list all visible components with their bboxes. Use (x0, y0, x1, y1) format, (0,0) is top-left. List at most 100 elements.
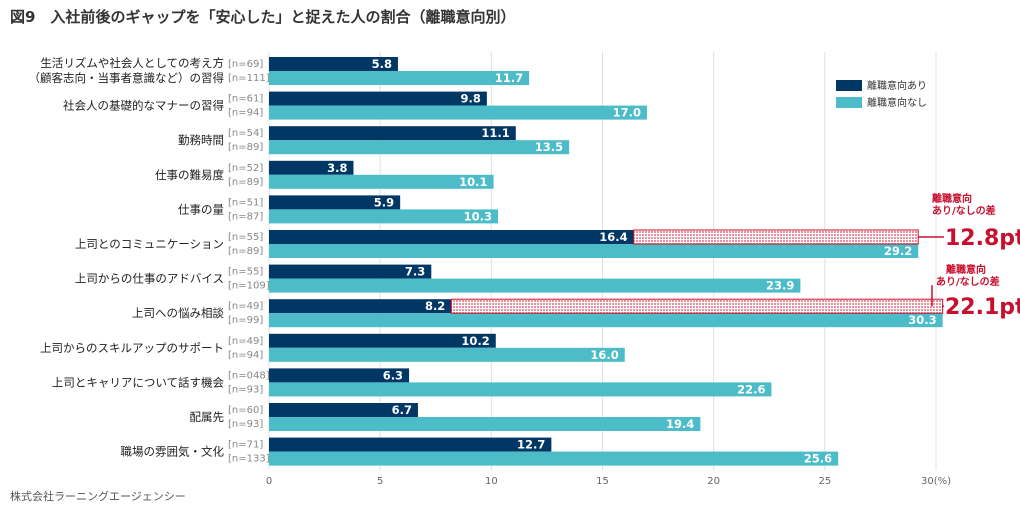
bar-value-label: 23.9 (766, 279, 794, 293)
legend-swatch-with-intent (836, 80, 862, 91)
bar-value-label: 9.8 (461, 92, 481, 106)
x-axis-ticks: 0 5 10 15 20 25 30(%) (266, 476, 951, 487)
gridlines (268, 52, 937, 470)
bar-with-intent (269, 160, 354, 175)
sample-size-label: [n=99] (228, 315, 263, 326)
category-label: 上司とキャリアについて話す機会 (52, 375, 225, 389)
annotation-caption: あり/なしの差 (932, 204, 996, 217)
sample-size-label: [n=55] (228, 232, 263, 243)
bar-without-intent (269, 244, 919, 258)
sample-size-label: [n=133] (228, 454, 270, 465)
annotation-caption: 離職意向 (932, 192, 972, 205)
bar-with-intent (269, 403, 418, 417)
sample-size-label: [n=93] (228, 419, 263, 430)
bar-without-intent (269, 417, 701, 431)
sample-size-label: [n=109] (228, 281, 270, 292)
bar-value-label: 25.6 (804, 452, 832, 466)
bar-value-label: 3.8 (327, 161, 347, 175)
bar-without-intent (269, 451, 839, 466)
bar-without-intent (269, 382, 772, 397)
bar-value-label: 11.1 (481, 126, 509, 140)
category-label: 生活リズムや社会人としての考え方 (40, 56, 224, 70)
difference-hatch (450, 298, 944, 314)
bar-value-label: 10.1 (459, 175, 487, 189)
bar-value-label: 30.3 (908, 313, 936, 327)
bar-without-intent (269, 174, 494, 189)
bar-value-label: 6.3 (383, 368, 403, 382)
chart-title: 図9 入社前後のギャップを「安心した」と捉えた人の割合（離職意向別） (10, 8, 516, 26)
annotation-caption: 離職意向 (946, 263, 986, 276)
bar-with-intent (269, 230, 634, 244)
category-label: 勤務時間 (178, 133, 224, 147)
sample-size-label: [n=87] (228, 211, 263, 222)
bar-with-intent (269, 333, 496, 348)
x-tick-label: 25 (818, 476, 831, 487)
sample-size-label: [n=51] (228, 197, 263, 208)
bar-value-label: 10.3 (464, 209, 492, 223)
sample-size-label: [n=94] (228, 108, 263, 119)
bar-value-label: 11.7 (495, 71, 523, 85)
bar-value-label: 22.6 (737, 382, 765, 396)
bar-value-label: 5.9 (374, 195, 394, 209)
annotation-value: 22.1pt (945, 295, 1020, 320)
bar-with-intent (269, 264, 432, 279)
bar-without-intent (269, 105, 647, 120)
bar-value-label: 6.7 (392, 403, 412, 417)
sample-size-label: [n=52] (228, 163, 263, 174)
bar-value-label: 16.4 (599, 230, 627, 244)
sample-size-label: [n=55] (228, 267, 263, 278)
category-label: 上司からのスキルアップのサポート (40, 341, 224, 355)
bars: 5.8 11.7 9.8 17.0 11.1 13.5 3.8 10.1 5.9 10.3 16.4… (269, 57, 943, 466)
bar-value-label: 13.5 (535, 140, 563, 154)
x-tick-label: 5 (377, 476, 383, 487)
difference-hatch (633, 229, 919, 245)
sample-size-label: [n=89] (228, 246, 263, 257)
sample-size-label: [n=111] (228, 73, 270, 84)
bar-with-intent (269, 126, 516, 141)
bar-value-label: 10.2 (461, 334, 489, 348)
bar-value-label: 8.2 (425, 299, 445, 313)
category-label: 配属先 (190, 410, 225, 424)
legend-swatch-without-intent (836, 97, 862, 108)
bar-with-intent (269, 195, 401, 210)
bar-without-intent (269, 313, 943, 328)
x-tick-label: 15 (596, 476, 609, 487)
bar-value-label: 29.2 (884, 244, 912, 258)
sample-size-label: [n=93] (228, 384, 263, 395)
sample-size-label: [n=49] (228, 336, 263, 347)
sample-size-label: [n=048] (228, 370, 270, 381)
bar-with-intent (269, 57, 398, 71)
category-label: 仕事の量 (178, 202, 224, 216)
sample-size-label: [n=69] (228, 59, 263, 70)
bar-without-intent (269, 347, 625, 362)
x-tick-label: 0 (266, 476, 272, 487)
sample-size-label: [n=61] (228, 94, 263, 105)
category-label: （顧客志向・当事者意識など）の習得 (29, 71, 225, 85)
bar-without-intent (269, 209, 499, 224)
annotation-value: 12.8pt (945, 226, 1020, 251)
category-label: 上司からの仕事のアドバイス (75, 272, 224, 286)
bar-value-label: 16.0 (590, 348, 618, 362)
bar-without-intent (269, 140, 570, 155)
sample-size-label: [n=71] (228, 440, 263, 451)
x-tick-label: 20 (707, 476, 720, 487)
sample-size-label: [n=49] (228, 301, 263, 312)
bar-with-intent (269, 91, 487, 106)
x-tick-label: 30(%) (921, 476, 951, 487)
bar-value-label: 17.0 (613, 106, 641, 120)
category-labels: [n=69] [n=111] 生活リズムや社会人としての考え方（顧客志向・当事者意識… (29, 56, 270, 465)
sample-size-label: [n=89] (228, 177, 263, 188)
legend-label: 離職意向なし (867, 96, 927, 109)
bar-without-intent (269, 278, 801, 293)
source-credit: 株式会社ラーニングエージェンシー (10, 490, 186, 503)
x-tick-label: 10 (485, 476, 498, 487)
sample-size-label: [n=60] (228, 405, 263, 416)
bar-value-label: 19.4 (666, 417, 694, 431)
sample-size-label: [n=54] (228, 128, 263, 139)
bar-with-intent (269, 368, 410, 383)
annotation-caption: あり/なしの差 (936, 275, 1000, 288)
category-label: 上司とのコミュニケーション (75, 237, 224, 251)
bar-value-label: 5.8 (372, 57, 392, 71)
